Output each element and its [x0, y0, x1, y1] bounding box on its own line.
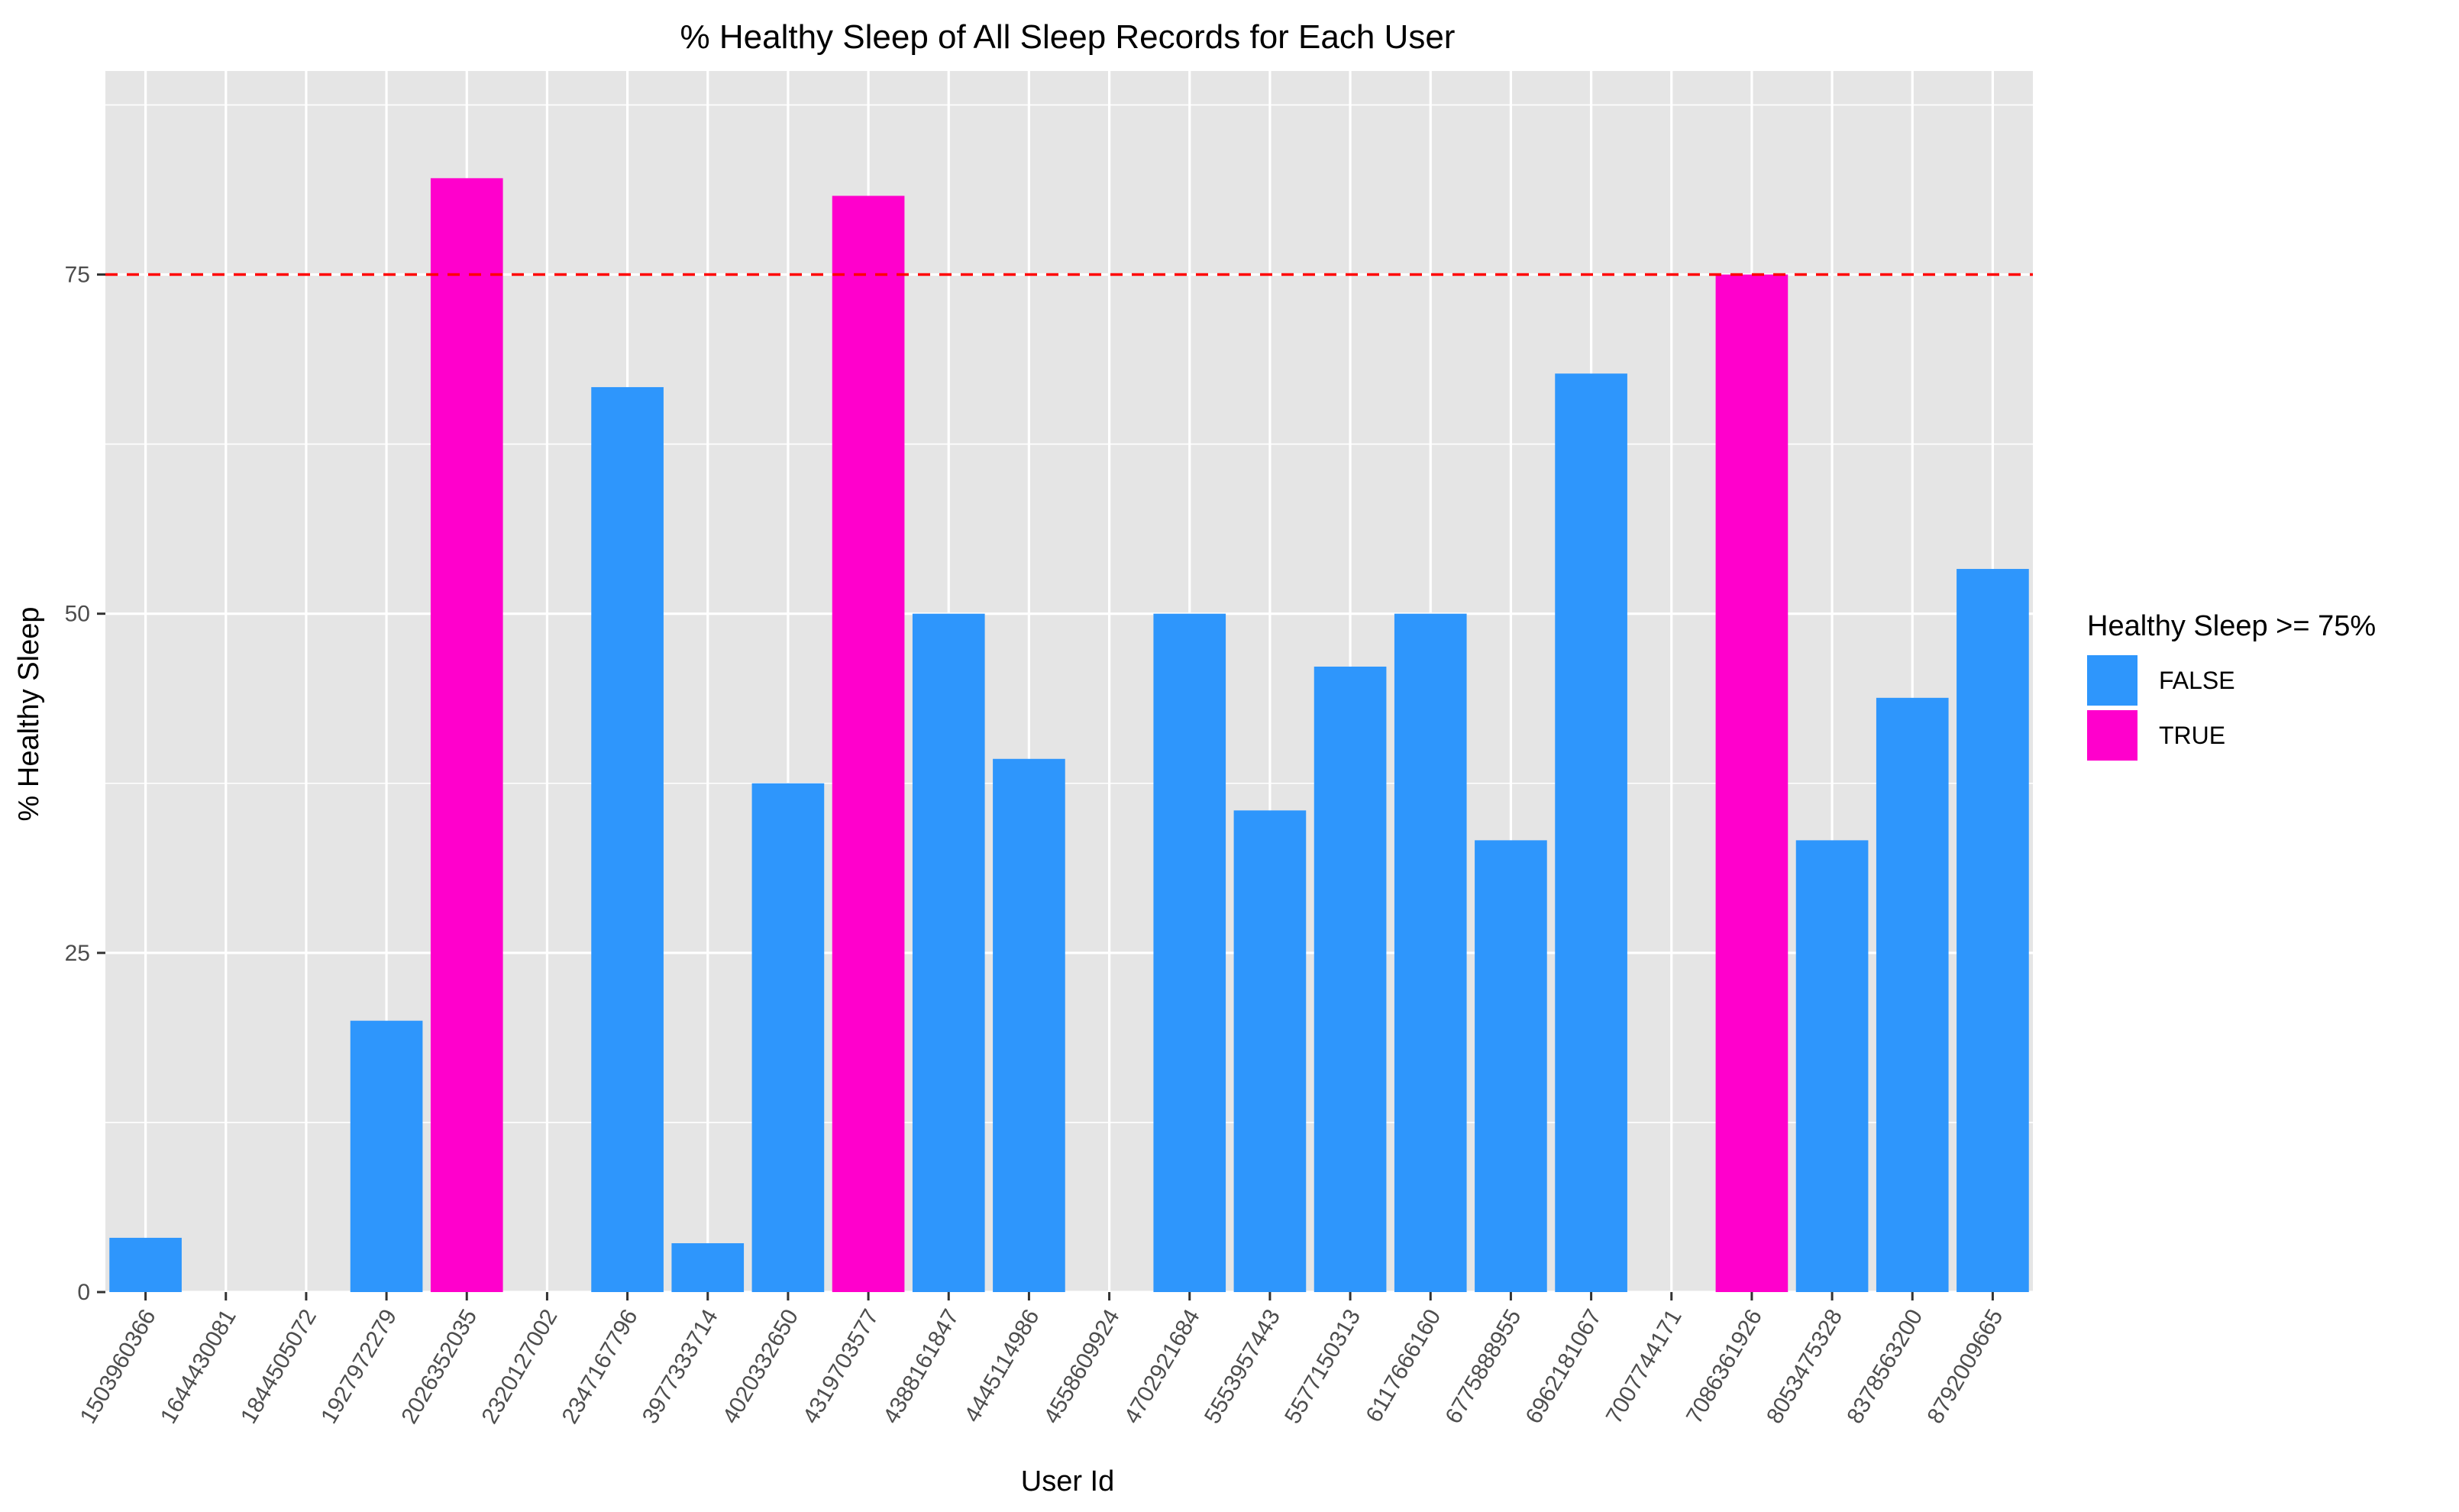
bar-3977333714 — [671, 1243, 745, 1292]
bar-8792009665 — [1957, 569, 2029, 1292]
legend: Healthy Sleep >= 75% FALSE TRUE — [2087, 610, 2376, 761]
bar-6962181067 — [1555, 373, 1627, 1292]
bar-6775888955 — [1475, 840, 1547, 1292]
legend-swatch-true — [2087, 710, 2137, 761]
legend-swatch-false — [2087, 655, 2137, 706]
bar-4702921684 — [1153, 613, 1226, 1292]
bar-2347167796 — [591, 386, 664, 1292]
y-tick-label: 0 — [77, 1280, 90, 1305]
bars — [109, 178, 2029, 1292]
x-axis-label: User Id — [1021, 1465, 1114, 1497]
y-tick-label: 50 — [65, 602, 90, 627]
bar-4020332650 — [751, 783, 825, 1292]
bar-5553957443 — [1233, 810, 1307, 1292]
y-axis: 0 25 50 75 — [65, 263, 105, 1305]
bar-4319703577 — [832, 195, 905, 1292]
legend-label-false: FALSE — [2159, 667, 2235, 694]
bar-6117666160 — [1394, 613, 1467, 1292]
legend-entries: FALSE TRUE — [2087, 655, 2235, 761]
legend-label-true: TRUE — [2159, 722, 2225, 749]
bar-8053475328 — [1795, 840, 1869, 1292]
bar-4445114986 — [993, 758, 1065, 1292]
y-tick-label: 75 — [65, 263, 90, 288]
legend-title: Healthy Sleep >= 75% — [2087, 610, 2376, 642]
chart-title: % Healthy Sleep of All Sleep Records for… — [680, 18, 1456, 56]
y-axis-label: % Healthy Sleep — [13, 607, 45, 822]
bar-1927972279 — [350, 1020, 423, 1292]
bar-2026352035 — [430, 178, 503, 1292]
bar-5577150313 — [1314, 666, 1387, 1292]
bar-4388161847 — [912, 613, 985, 1292]
bar-8378563200 — [1876, 697, 1949, 1292]
y-tick-label: 25 — [65, 941, 90, 966]
bar-1503960366 — [109, 1237, 182, 1292]
bar-7086361926 — [1715, 274, 1789, 1292]
